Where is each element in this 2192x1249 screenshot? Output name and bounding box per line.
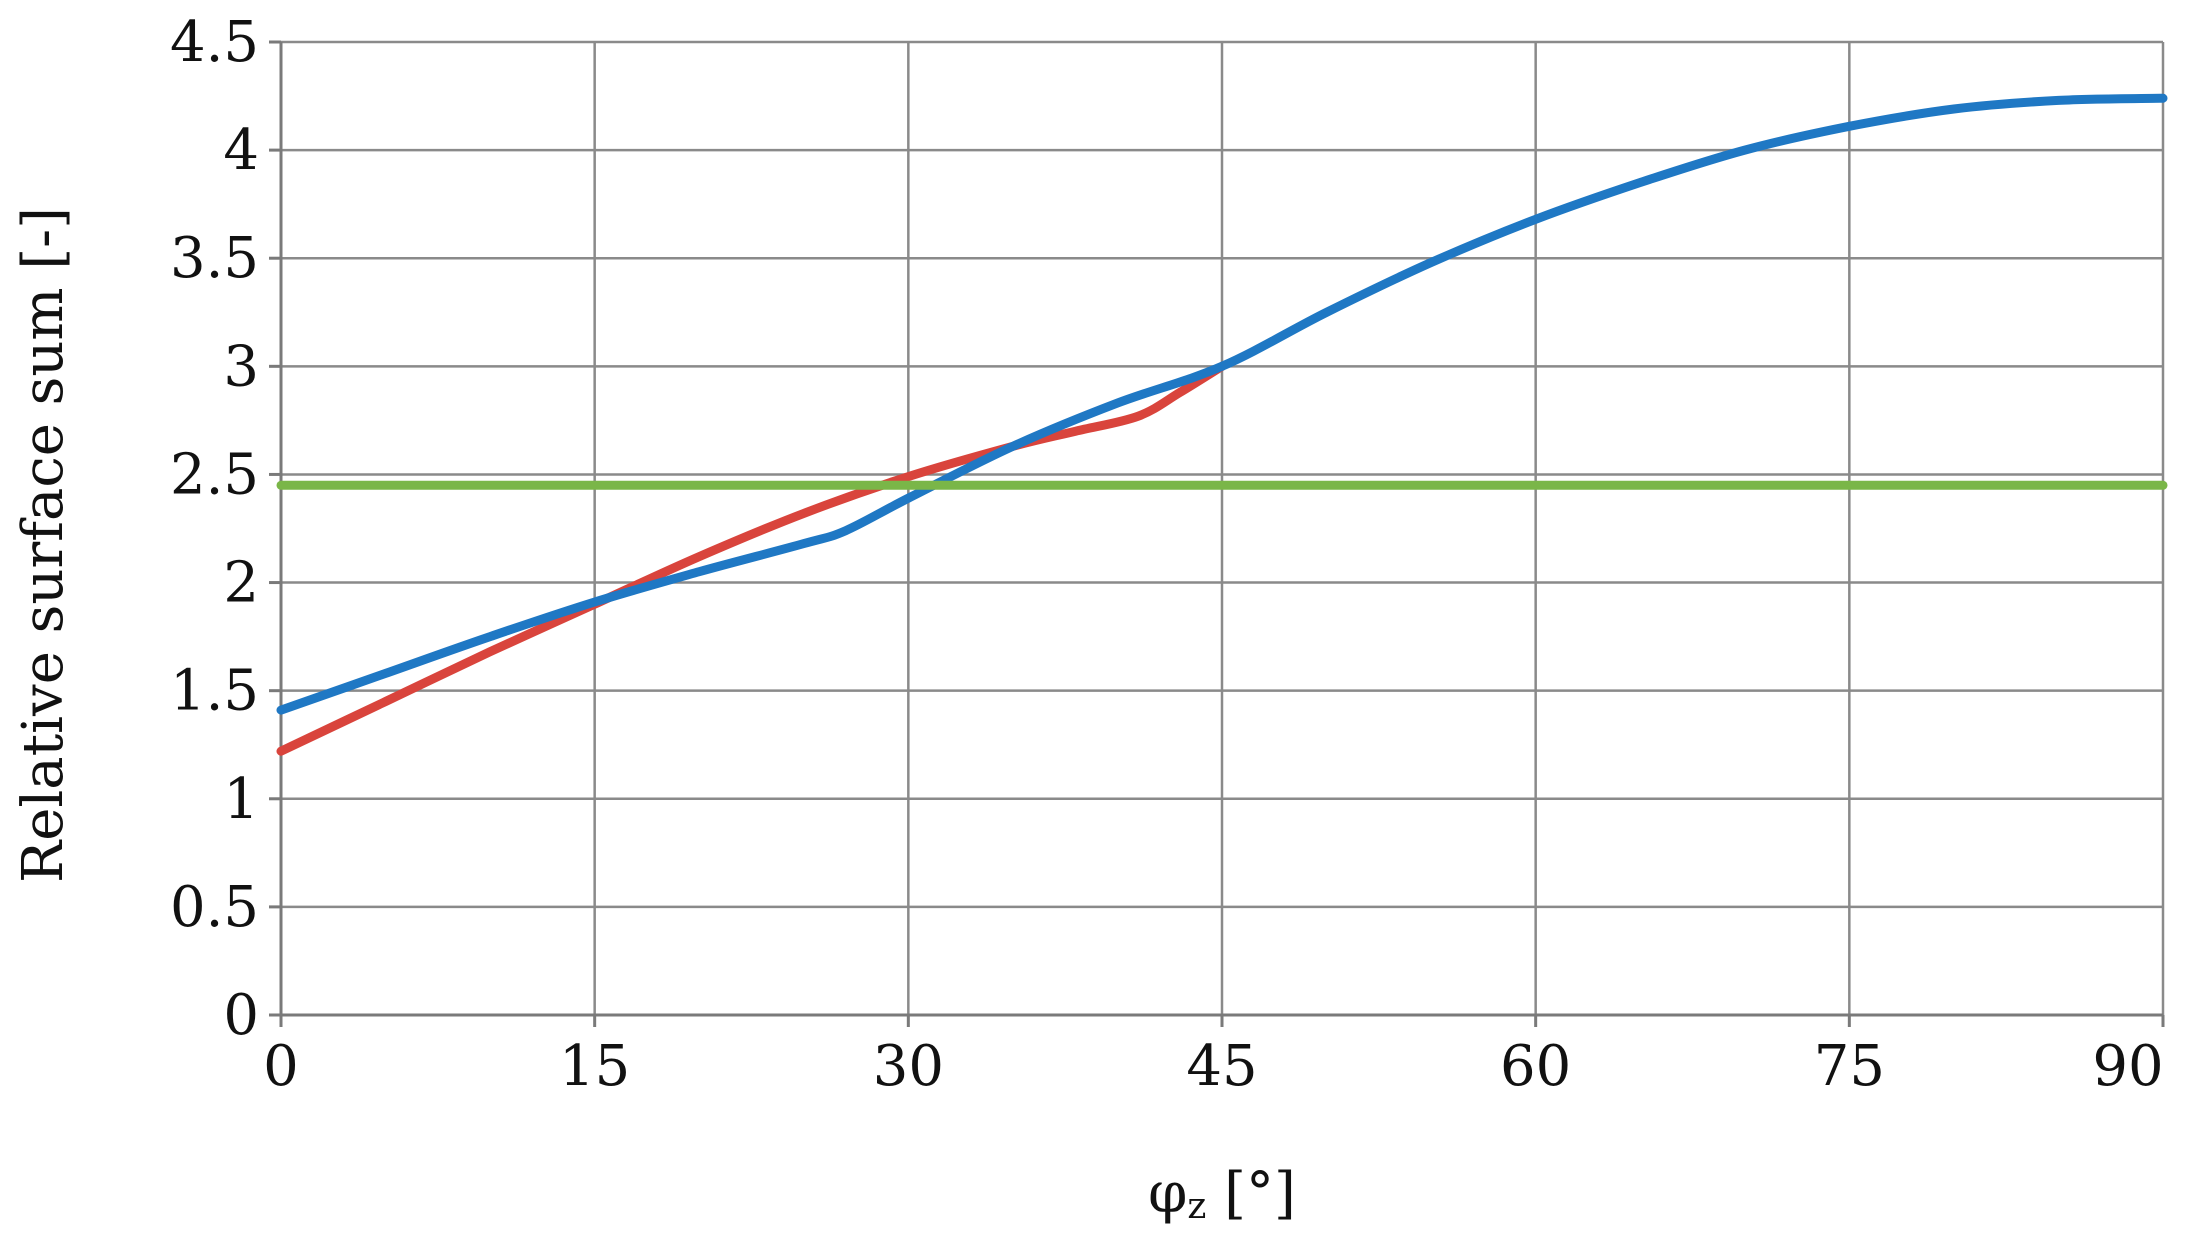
y-tick-label-4: 2 xyxy=(223,551,259,616)
y-tick-label-2: 1 xyxy=(223,767,259,832)
series-line-0 xyxy=(276,361,1227,756)
x-axis-title-unit: [°] xyxy=(1206,1161,1296,1226)
y-tick-label-1: 0.5 xyxy=(170,875,259,940)
x-axis-title: φz [°] xyxy=(1148,1161,1296,1227)
x-tick-label-1: 15 xyxy=(559,1034,630,1099)
x-axis-title-subscript: z xyxy=(1187,1186,1206,1227)
x-axis-title-symbol: φ xyxy=(1148,1161,1187,1226)
y-axis-title: Relative surface sum [-] xyxy=(11,207,76,883)
x-tick-label-2: 30 xyxy=(873,1034,944,1099)
x-tick-label-0: 0 xyxy=(263,1034,299,1099)
x-tick-label-4: 60 xyxy=(1500,1034,1571,1099)
y-tick-label-7: 3.5 xyxy=(170,226,259,291)
series-layer xyxy=(276,93,2168,756)
y-tick-labels: 0 0.5 1 1.5 2 2.5 3 3.5 4 4.5 xyxy=(170,10,259,1048)
y-tick-label-0: 0 xyxy=(223,983,259,1048)
y-tick-label-8: 4 xyxy=(223,118,259,183)
y-tick-label-3: 1.5 xyxy=(170,659,259,724)
y-tick-label-5: 2.5 xyxy=(170,442,259,507)
grid xyxy=(281,40,2165,1015)
x-tick-label-3: 45 xyxy=(1186,1034,1257,1099)
x-tick-label-5: 75 xyxy=(1814,1034,1885,1099)
y-tick-label-6: 3 xyxy=(223,334,259,399)
series-line-1 xyxy=(276,93,2168,715)
x-tick-label-6: 90 xyxy=(2092,1034,2163,1099)
axes xyxy=(269,40,2165,1027)
x-tick-labels: 0 15 30 45 60 75 90 xyxy=(263,1034,2163,1099)
y-tick-label-9: 4.5 xyxy=(170,10,259,75)
